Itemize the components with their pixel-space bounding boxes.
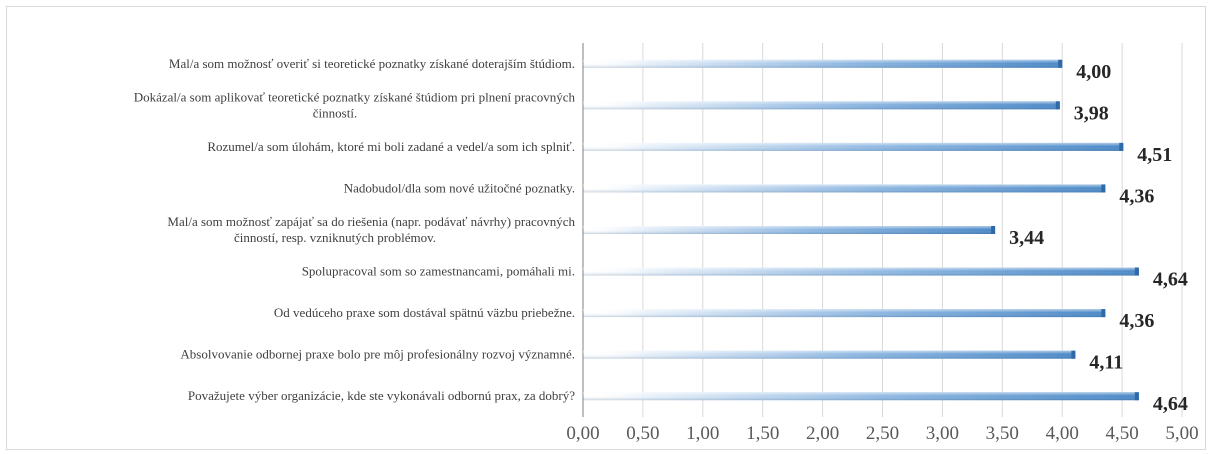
category-labels: Mal/a som možnosť overiť si teoretické p… [134, 56, 576, 403]
bar-shine [583, 350, 1076, 359]
category-label: Mal/a som možnosť zapájať sa do riešenia… [167, 214, 575, 229]
bar-end-cap [1101, 309, 1106, 318]
data-label: 4,11 [1089, 352, 1123, 374]
data-labels: 4,00 3,98 4,51 4,36 3,44 4,64 4,36 4,11 4,64 [1009, 61, 1188, 415]
data-label: 4,00 [1076, 61, 1111, 83]
x-tick-label: 4,50 [1105, 423, 1138, 444]
category-label: Rozumel/a som úlohám, ktoré mi boli zada… [207, 139, 575, 154]
data-label: 3,98 [1074, 102, 1109, 124]
bar-shine [583, 392, 1139, 401]
data-label: 4,51 [1137, 144, 1172, 166]
bar-shine [583, 101, 1060, 110]
bars [583, 59, 1139, 401]
category-label: Absolvovanie odbornej praxe bolo pre môj… [180, 347, 575, 362]
data-label: 4,36 [1119, 310, 1154, 332]
bar-end-cap [1058, 59, 1063, 68]
category-label: Od vedúceho praxe som dostával spätnú vä… [274, 305, 575, 320]
bar-shine [583, 142, 1124, 151]
chart-frame: Mal/a som možnosť overiť si teoretické p… [6, 6, 1206, 450]
data-label: 3,44 [1009, 227, 1044, 249]
x-tick-label: 4,00 [1046, 423, 1079, 444]
category-label: Dokázal/a som aplikovať teoretické pozna… [134, 89, 576, 104]
category-label: činností, resp. vzniknutých problémov. [234, 230, 436, 245]
bar-end-cap [1055, 101, 1060, 110]
x-axis-ticks: 0,00 0,50 1,00 1,50 2,00 2,50 3,00 3,50 4,00 4,50… [566, 423, 1198, 444]
category-label: Považujete výber organizácie, kde ste vy… [188, 388, 575, 403]
bar-end-cap [1071, 350, 1076, 359]
bar-shine [583, 226, 996, 234]
x-tick-label: 1,00 [686, 423, 719, 444]
category-label: Spolupracoval som so zamestnancami, pomá… [302, 264, 575, 279]
bar-shine [583, 309, 1106, 318]
x-tick-label: 2,50 [866, 423, 899, 444]
x-tick-label: 5,00 [1165, 423, 1198, 444]
data-label: 4,36 [1119, 185, 1154, 207]
x-tick-label: 2,00 [806, 423, 839, 444]
bar-shine [583, 184, 1106, 193]
data-label: 4,64 [1153, 269, 1188, 291]
category-label: Mal/a som možnosť overiť si teoretické p… [169, 56, 575, 71]
bar-shine [583, 59, 1063, 68]
bar-end-cap [1101, 184, 1106, 193]
category-label: Nadobudol/dla som nové užitočné poznatky… [344, 180, 575, 195]
x-tick-label: 0,00 [566, 423, 599, 444]
bar-chart: Mal/a som možnosť overiť si teoretické p… [134, 43, 1199, 444]
x-tick-label: 3,50 [986, 423, 1019, 444]
x-tick-label: 0,50 [626, 423, 659, 444]
bar-end-cap [1119, 142, 1124, 151]
bar-shine [583, 267, 1139, 276]
x-tick-label: 1,50 [746, 423, 779, 444]
x-tick-label: 3,00 [926, 423, 959, 444]
bar-end-cap [1134, 267, 1139, 276]
category-label: činností. [313, 105, 357, 120]
bar-end-cap [1134, 392, 1139, 401]
data-label: 4,64 [1153, 393, 1188, 415]
bar-end-cap [991, 226, 996, 234]
